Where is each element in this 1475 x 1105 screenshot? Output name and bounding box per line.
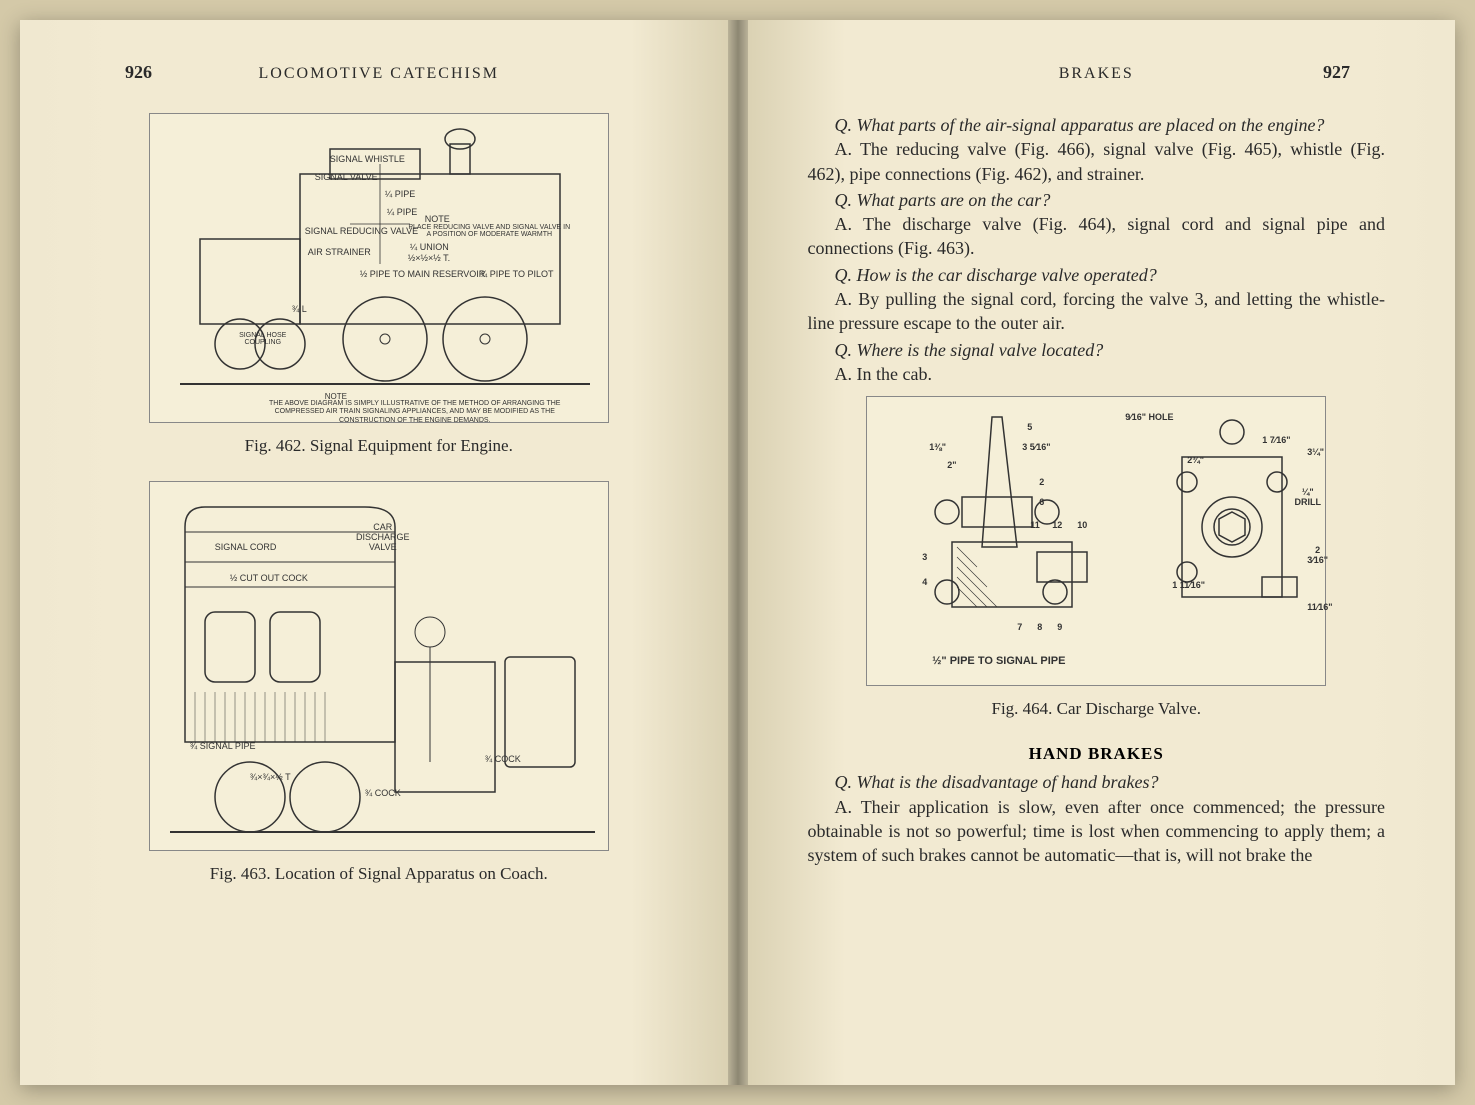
label-discharge-valve: CAR DISCHARGE VALVE: [348, 522, 418, 552]
label-n8: 8: [1037, 622, 1042, 632]
label-reducing-valve: SIGNAL REDUCING VALVE: [305, 226, 418, 236]
question-4: Q. Where is the signal valve located?: [808, 338, 1386, 362]
figure-464-diagram: 9⁄16" HOLE 1⅜" 3 5⁄16" 2" 1 7⁄16" 2¾" 3¼…: [866, 396, 1326, 686]
answer-1: A. The reducing valve (Fig. 466), signal…: [808, 137, 1386, 186]
label-n5: 5: [1027, 422, 1032, 432]
label-signal-whistle: SIGNAL WHISTLE: [330, 154, 405, 164]
label-pipe2: ¼ PIPE: [387, 207, 418, 217]
answer-3: A. By pulling the signal cord, forcing t…: [808, 287, 1386, 336]
answer-4: A. In the cab.: [808, 362, 1386, 386]
label-n3: 3: [922, 552, 927, 562]
label-signal-cord: SIGNAL CORD: [215, 542, 277, 552]
label-dim8: 1 11⁄16": [1172, 580, 1205, 590]
answer-2: A. The discharge valve (Fig. 464), signa…: [808, 212, 1386, 261]
left-header: LOCOMOTIVE CATECHISM: [90, 65, 668, 83]
label-dim6: 3¼": [1307, 447, 1324, 457]
question-1: Q. What parts of the air-signal apparatu…: [808, 113, 1386, 137]
figure-464-container: 9⁄16" HOLE 1⅜" 3 5⁄16" 2" 1 7⁄16" 2¾" 3¼…: [808, 386, 1386, 719]
label-dim4: 1 7⁄16": [1262, 435, 1290, 445]
label-note-text: PLACE REDUCING VALVE AND SIGNAL VALVE IN…: [407, 224, 572, 238]
label-n12: 12: [1052, 520, 1062, 530]
right-page: 927 BRAKES Q. What parts of the air-sign…: [738, 20, 1456, 1085]
label-n11: 11: [1030, 520, 1040, 530]
label-cutout-cock: ½ CUT OUT COCK: [230, 573, 308, 583]
question-2: Q. What parts are on the car?: [808, 188, 1386, 212]
page-number-right: 927: [1323, 62, 1350, 83]
label-note: NOTE: [425, 214, 450, 224]
question-5: Q. What is the disadvantage of hand brak…: [808, 770, 1386, 794]
label-dim5: 2¾": [1187, 455, 1204, 465]
right-header: BRAKES: [808, 65, 1386, 83]
label-pipe1: ¼ PIPE: [385, 189, 416, 199]
book-spine: [728, 20, 748, 1085]
label-air-strainer: AIR STRAINER: [308, 247, 371, 257]
label-l-fitting: ¾ L: [292, 304, 307, 314]
figure-463-container: SIGNAL CORD CAR DISCHARGE VALVE ½ CUT OU…: [90, 481, 668, 884]
label-tee: ½×½×½ T.: [408, 253, 450, 263]
fig462-caption: Fig. 462. Signal Equipment for Engine.: [90, 436, 668, 456]
qa-block-2: Q. What is the disadvantage of hand brak…: [808, 770, 1386, 867]
figure-462-diagram: SIGNAL WHISTLE SIGNAL VALVE ¼ PIPE ¼ PIP…: [149, 113, 609, 423]
label-n10: 10: [1077, 520, 1087, 530]
book-spread: 926 LOCOMOTIVE CATECHISM: [20, 20, 1455, 1085]
label-drill: ¼" DRILL: [1290, 487, 1325, 507]
label-pipe-signal: ½" PIPE TO SIGNAL PIPE: [932, 655, 1065, 667]
label-cock1: ¾ COCK: [365, 788, 401, 798]
label-pipe-reservoir: ½ PIPE TO MAIN RESERVOIR: [360, 269, 486, 279]
figure-463-diagram: SIGNAL CORD CAR DISCHARGE VALVE ½ CUT OU…: [149, 481, 609, 851]
left-page: 926 LOCOMOTIVE CATECHISM: [20, 20, 738, 1085]
label-n4: 4: [922, 577, 927, 587]
hand-brakes-heading: HAND BRAKES: [808, 744, 1386, 764]
figure-462-container: SIGNAL WHISTLE SIGNAL VALVE ¼ PIPE ¼ PIP…: [90, 113, 668, 456]
label-tee-463: ¾×¾×½ T: [250, 772, 291, 782]
label-dim2: 3 5⁄16": [1022, 442, 1050, 452]
label-signal-valve: SIGNAL VALVE: [315, 172, 378, 182]
label-n6: 6: [1039, 497, 1044, 507]
fig464-caption: Fig. 464. Car Discharge Valve.: [808, 699, 1386, 719]
answer-5: A. Their application is slow, even after…: [808, 795, 1386, 868]
question-3: Q. How is the car discharge valve operat…: [808, 263, 1386, 287]
label-n7: 7: [1017, 622, 1022, 632]
label-n9: 9: [1057, 622, 1062, 632]
valve-svg: [867, 397, 1327, 687]
label-dim1: 1⅜": [929, 442, 946, 452]
page-number-left: 926: [125, 62, 152, 83]
label-hole: 9⁄16" HOLE: [1125, 412, 1173, 422]
label-dim3: 2": [947, 460, 956, 470]
label-pipe-pilot: ¾ PIPE TO PILOT: [480, 269, 554, 279]
label-union: ¼ UNION: [410, 242, 449, 252]
label-n2: 2: [1039, 477, 1044, 487]
fig463-caption: Fig. 463. Location of Signal Apparatus o…: [90, 864, 668, 884]
qa-block-1: Q. What parts of the air-signal apparatu…: [808, 113, 1386, 386]
label-dim9: 11⁄16": [1307, 602, 1332, 612]
label-signal-pipe: ¾ SIGNAL PIPE: [190, 741, 256, 751]
label-signal-hose: SIGNAL HOSE COUPLING: [238, 332, 288, 346]
label-cock2: ¾ COCK: [485, 754, 521, 764]
label-dim7: 2 3⁄16": [1307, 545, 1328, 565]
label-footnote: THE ABOVE DIAGRAM IS SIMPLY ILLUSTRATIVE…: [265, 400, 565, 425]
